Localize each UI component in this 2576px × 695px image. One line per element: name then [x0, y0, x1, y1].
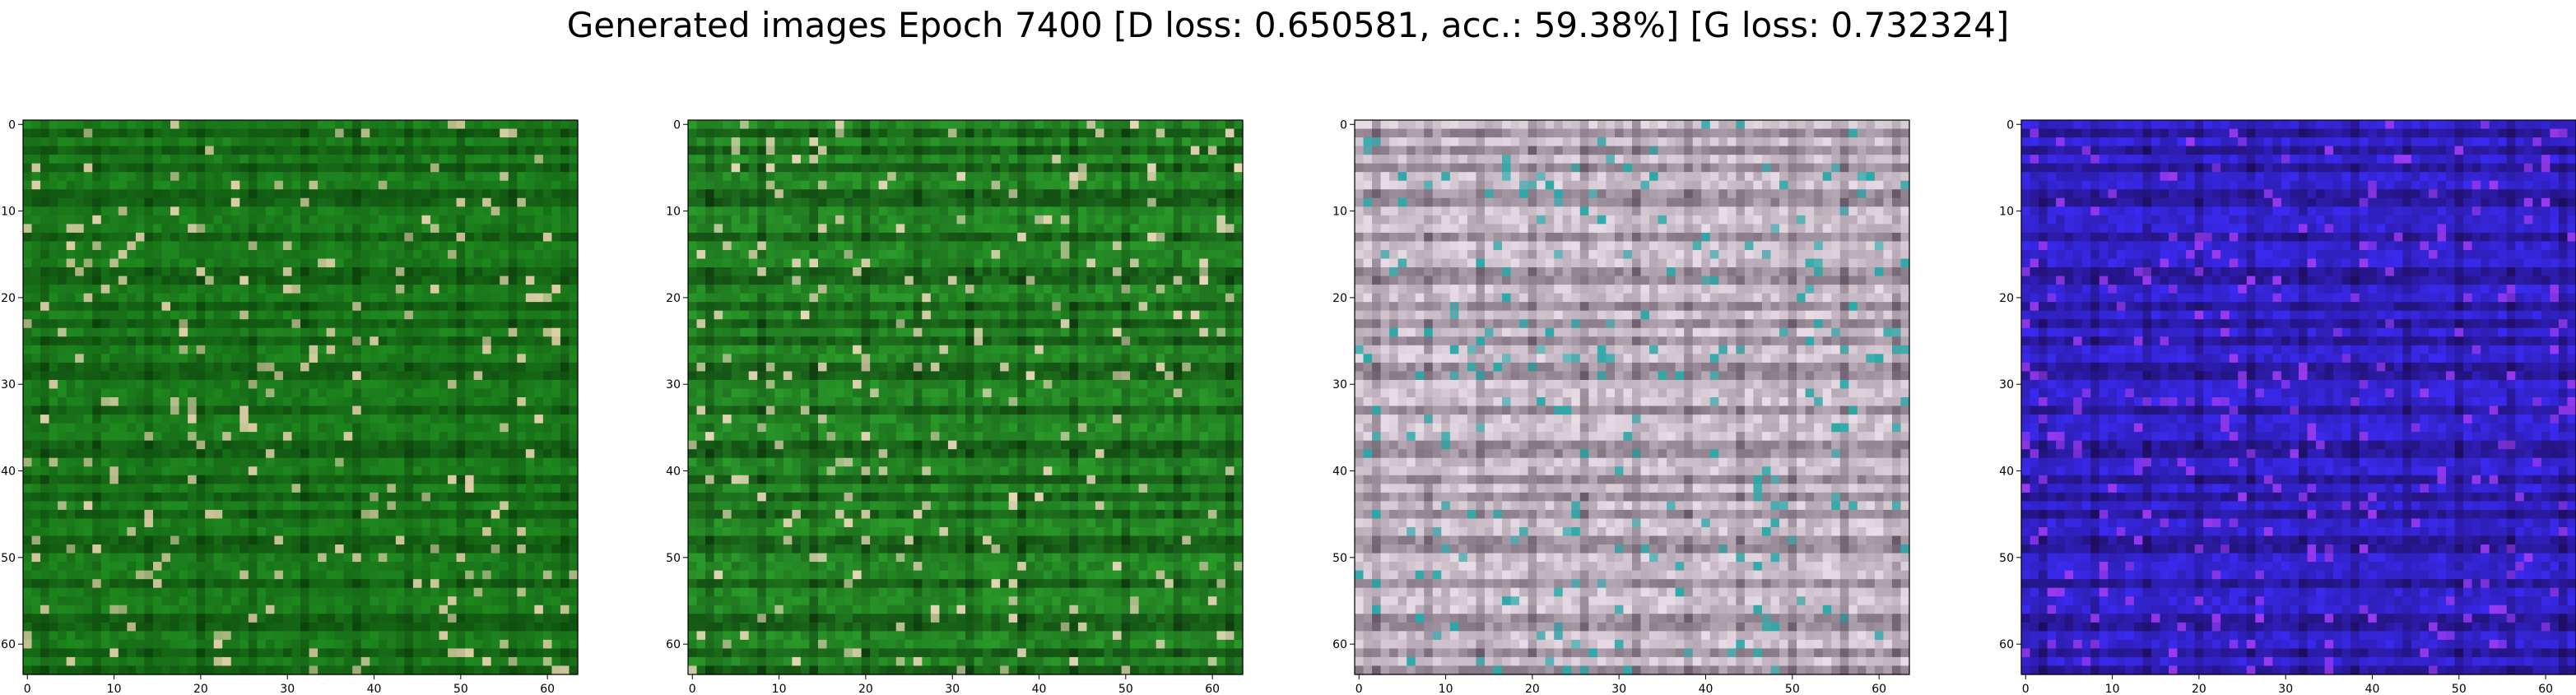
y-tick-label: 20 [1332, 292, 1347, 305]
panel-1: 0 10 20 30 40 50 60 0 10 20 30 40 50 60 [1, 118, 579, 695]
x-tick-label: 60 [540, 683, 555, 695]
y-tick-label: 30 [1332, 378, 1347, 392]
y-tick-label: 20 [666, 292, 681, 305]
figure-title: Generated images Epoch 7400 [D loss: 0.6… [566, 5, 2010, 45]
generated-image-3 [1355, 120, 1910, 675]
y-tick-label: 30 [1999, 378, 2014, 392]
generated-image-2 [688, 120, 1244, 675]
y-tick-label: 40 [1, 466, 16, 479]
x-tick-label: 20 [193, 683, 208, 695]
x-tick-label: 40 [1699, 683, 1713, 695]
x-tick-label: 10 [107, 683, 122, 695]
y-tick-label: 60 [666, 638, 681, 651]
x-tick-label: 10 [2105, 683, 2120, 695]
x-tick-label: 30 [2278, 683, 2293, 695]
x-tick-label: 0 [1355, 683, 1363, 695]
x-tick-label: 20 [858, 683, 873, 695]
y-tick-label: 60 [1332, 638, 1347, 651]
y-tick-label: 50 [1, 552, 16, 565]
x-tick-label: 50 [1118, 683, 1133, 695]
x-tick-label: 30 [1611, 683, 1626, 695]
x-tick-label: 40 [367, 683, 382, 695]
y-tick-label: 40 [1999, 466, 2014, 479]
panel-frame [687, 119, 1244, 675]
y-tick-label: 30 [1, 378, 16, 392]
x-tick-label: 40 [2365, 683, 2380, 695]
generated-image-1 [23, 120, 579, 675]
y-tick-label: 0 [2006, 118, 2014, 132]
y-tick-label: 0 [8, 118, 16, 132]
y-tick-label: 0 [1340, 118, 1347, 132]
x-tick-label: 10 [1439, 683, 1453, 695]
y-tick-label: 50 [1999, 552, 2014, 565]
x-tick-label: 10 [772, 683, 787, 695]
y-tick-label: 60 [1, 638, 16, 651]
panel-4: 0 10 20 30 40 50 60 0 10 20 30 40 50 60 [1999, 118, 2576, 695]
x-tick-label: 30 [945, 683, 960, 695]
panel-2: 0 10 20 30 40 50 60 0 10 20 30 40 50 60 [666, 118, 1244, 695]
y-tick-label: 10 [666, 206, 681, 219]
x-tick-label: 60 [1872, 683, 1886, 695]
x-tick-label: 0 [689, 683, 696, 695]
panel-frame [1354, 119, 1910, 675]
x-tick-label: 20 [2192, 683, 2206, 695]
y-tick-label: 20 [1999, 292, 2014, 305]
y-tick-label: 50 [1332, 552, 1347, 565]
x-tick-label: 0 [24, 683, 31, 695]
x-tick-label: 60 [1205, 683, 1220, 695]
y-tick-label: 60 [1999, 638, 2014, 651]
y-tick-label: 40 [1332, 466, 1347, 479]
panel-frame [2020, 119, 2576, 675]
y-tick-label: 0 [673, 118, 681, 132]
y-tick-label: 40 [666, 466, 681, 479]
x-tick-label: 50 [2452, 683, 2467, 695]
x-tick-label: 40 [1032, 683, 1047, 695]
generated-image-4 [2021, 120, 2576, 675]
x-tick-label: 50 [1785, 683, 1800, 695]
y-tick-label: 50 [666, 552, 681, 565]
y-tick-label: 30 [666, 378, 681, 392]
y-tick-label: 20 [1, 292, 16, 305]
x-tick-label: 30 [280, 683, 295, 695]
x-tick-label: 50 [453, 683, 468, 695]
panel-3: 0 10 20 30 40 50 60 0 10 20 30 40 50 60 [1332, 118, 1910, 695]
x-tick-label: 0 [2022, 683, 2030, 695]
y-tick-label: 10 [1332, 206, 1347, 219]
y-tick-label: 10 [1, 206, 16, 219]
y-tick-label: 10 [1999, 206, 2014, 219]
x-tick-label: 20 [1525, 683, 1540, 695]
panel-frame [22, 119, 579, 675]
x-tick-label: 60 [2538, 683, 2553, 695]
